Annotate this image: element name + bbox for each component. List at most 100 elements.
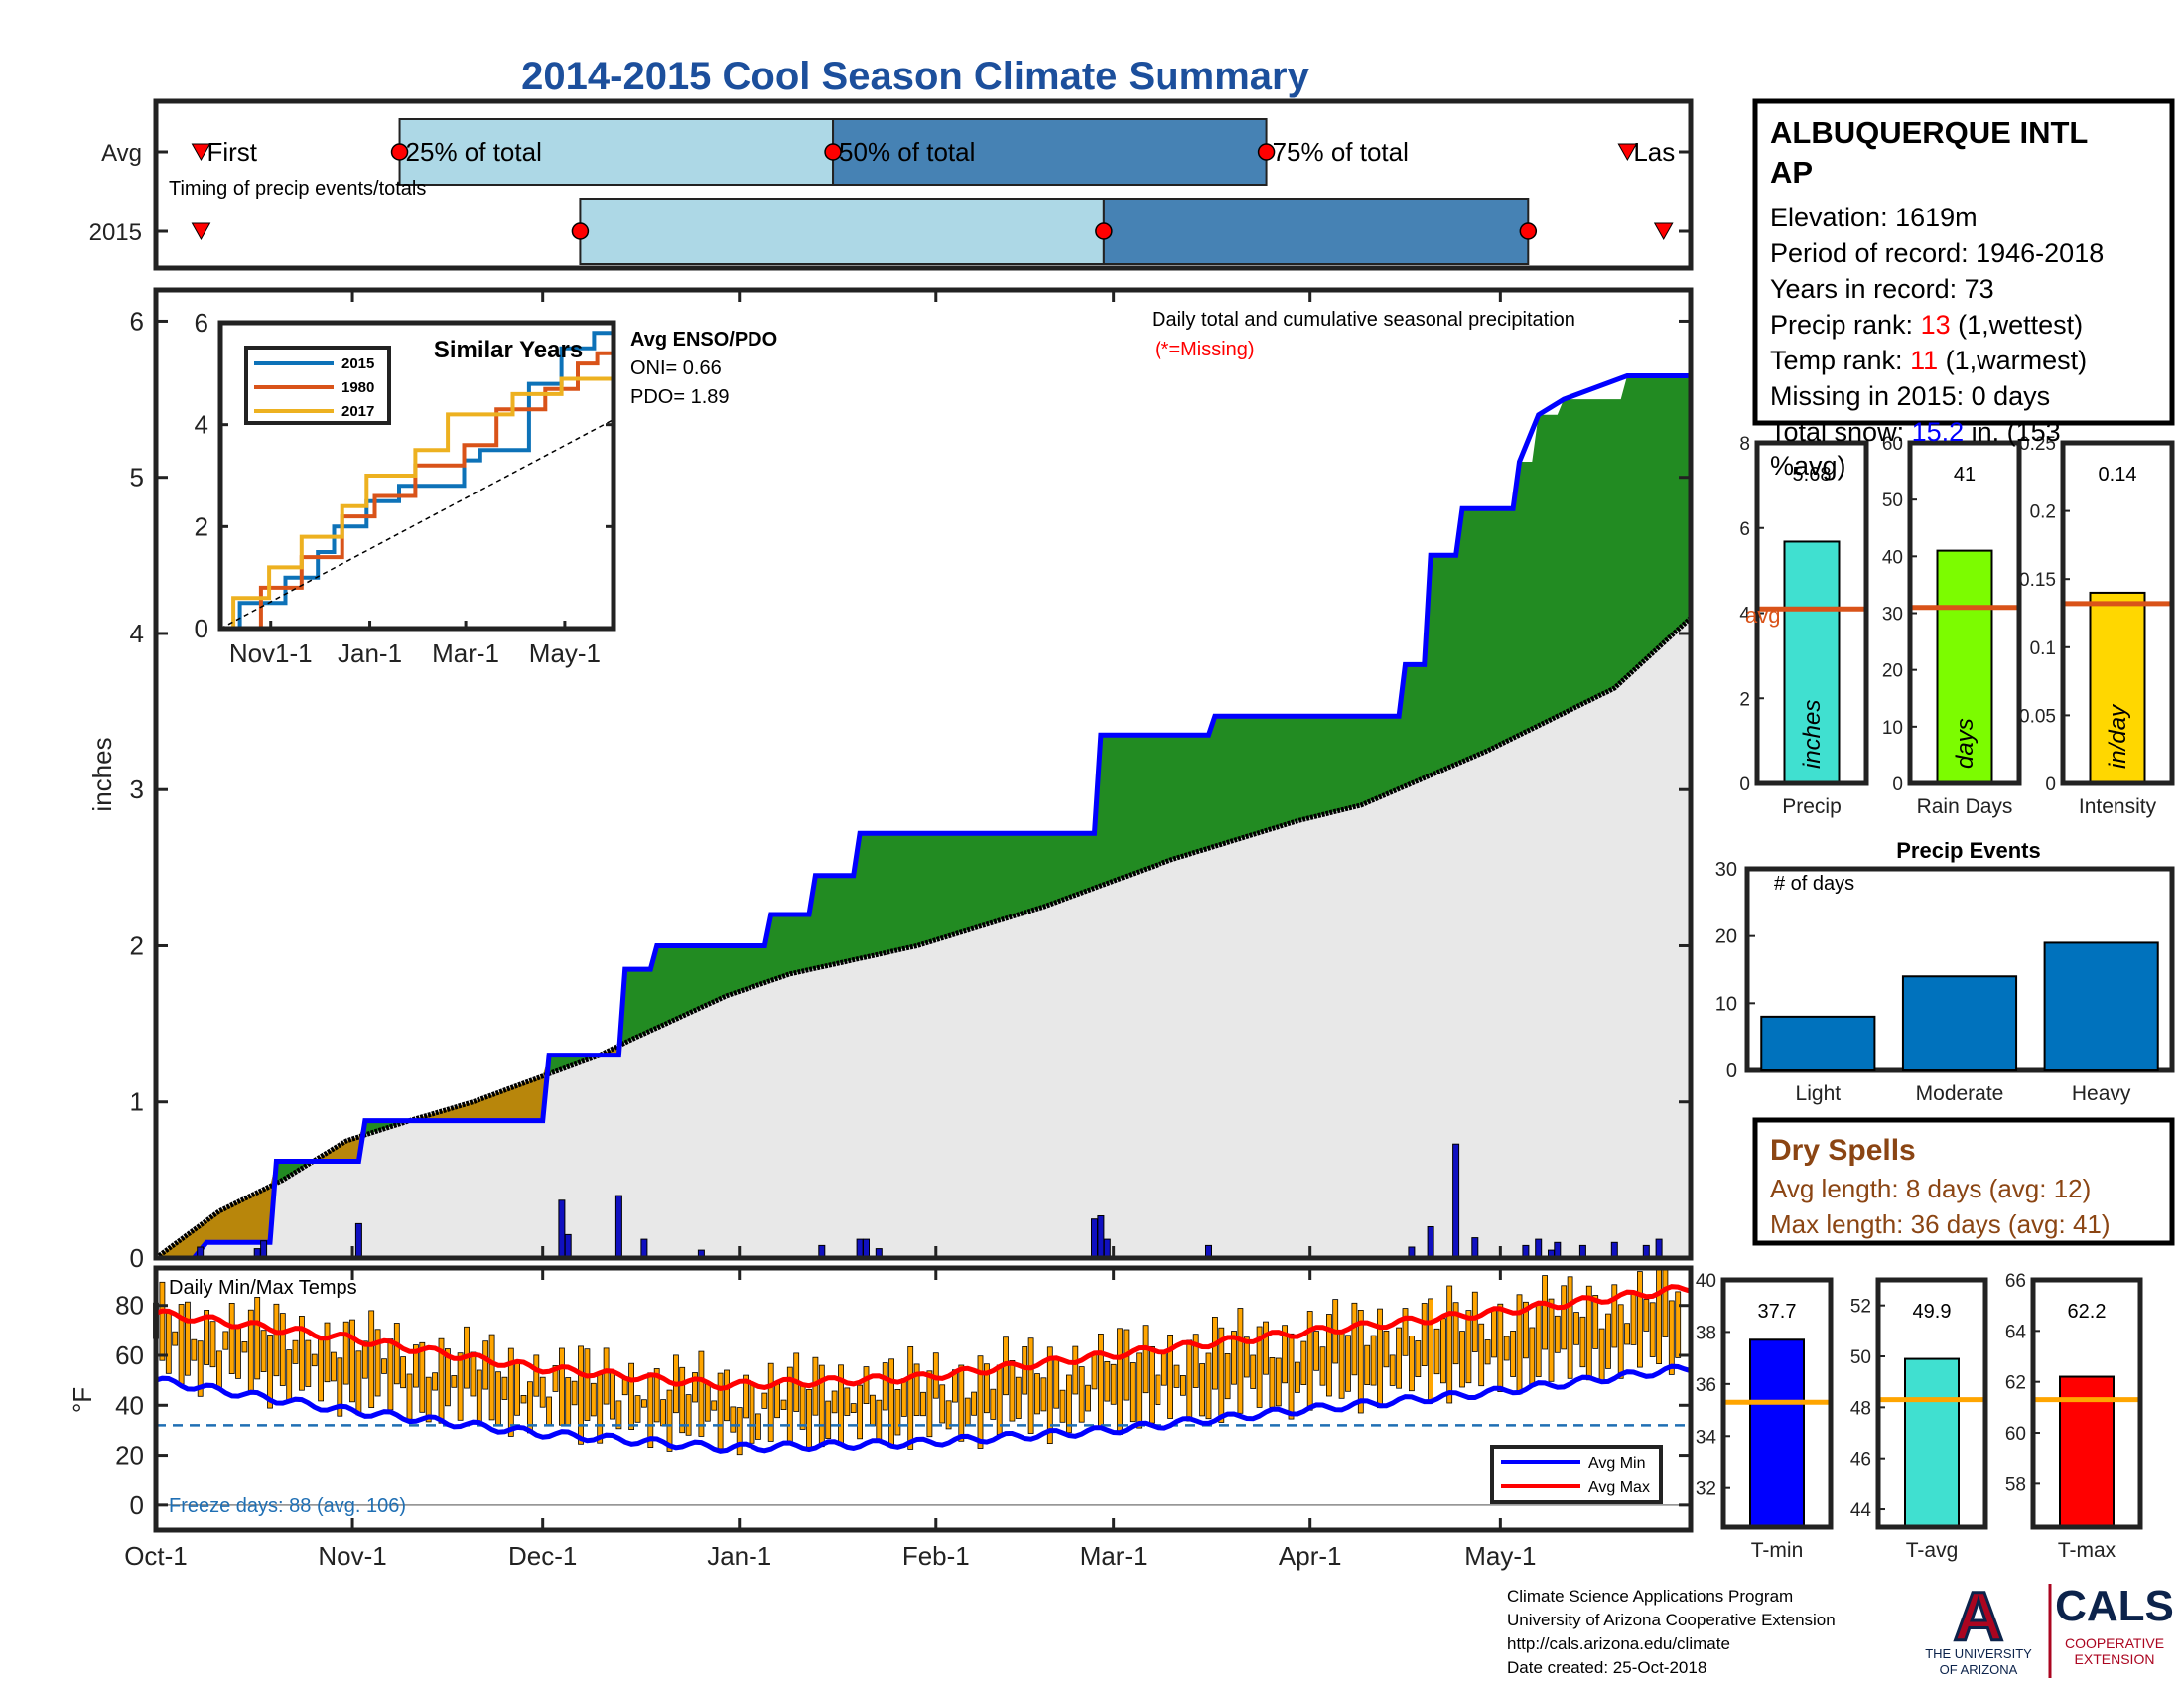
temp-bar-168	[1218, 1327, 1225, 1423]
tempbar-ytick-label-0-0: 32	[1696, 1479, 1716, 1500]
temp-bar-228	[1598, 1328, 1605, 1383]
daily-precip-bar-2	[260, 1240, 268, 1259]
timing-marker-p75-0	[1257, 143, 1276, 161]
footer: Climate Science Applications Program Uni…	[1507, 1577, 2174, 1678]
temp-bar-74	[621, 1378, 628, 1396]
temp-bar-130	[977, 1355, 984, 1449]
temp-bar-149	[1098, 1334, 1104, 1427]
temp-bar-44	[432, 1372, 439, 1391]
temp-bar-234	[1637, 1271, 1643, 1368]
events-ytick-label-3: 30	[1715, 859, 1737, 881]
temp-bar-239	[1668, 1300, 1675, 1375]
temp-bar-5	[184, 1301, 191, 1376]
temp-bar-181	[1300, 1340, 1307, 1385]
totals-ytick-label-1-5: 50	[1882, 491, 1903, 511]
temp-bar-80	[660, 1399, 666, 1427]
daily-precip-bar-13	[1091, 1218, 1098, 1259]
temp-bar-230	[1611, 1284, 1618, 1348]
totals-value-label-0: 5.68	[1793, 464, 1832, 486]
temp-bar-160	[1167, 1335, 1173, 1419]
daily-precip-bar-18	[1427, 1226, 1434, 1259]
temp-bar-17	[260, 1330, 267, 1372]
temp-bar-3	[172, 1331, 179, 1346]
temp-bar-203	[1440, 1318, 1446, 1384]
tempbar-bar-0	[1749, 1338, 1805, 1528]
tempbar-value-label-1: 49.9	[1913, 1301, 1952, 1323]
temp-bar-98	[774, 1383, 780, 1419]
temp-bar-10	[215, 1350, 222, 1389]
temp-bar-150	[1104, 1361, 1111, 1402]
inset-ytick-label-2: 4	[195, 410, 208, 440]
events-category-Moderate: Moderate	[1916, 1082, 2004, 1105]
temp-bar-146	[1078, 1366, 1085, 1423]
temp-bar-172	[1243, 1336, 1250, 1378]
daily-precip-bar-3	[354, 1222, 362, 1259]
temp-bar-185	[1326, 1314, 1332, 1397]
main-ytick-label-3: 3	[130, 774, 144, 804]
totals-panel-2: 0.14 0 0.05 0.1 0.15 0.2 0.25 Intensity in/day	[2019, 434, 2175, 818]
timing-marker-p50-0	[824, 143, 842, 161]
temp-bar-23	[298, 1316, 305, 1391]
temp-bar-216	[1523, 1301, 1529, 1359]
tempbar-category-2: T-max	[2058, 1539, 2116, 1562]
xtick-label-Mar-1: Mar-1	[1080, 1541, 1148, 1571]
tempbar-ytick-label-2-4: 66	[2005, 1271, 2026, 1292]
temp-bar-125	[945, 1400, 952, 1430]
footer-line-2: University of Arizona Cooperative Extens…	[1507, 1611, 1836, 1629]
temp-bar-176	[1269, 1357, 1276, 1408]
tempbar-frame-1	[1875, 1277, 1988, 1530]
inset-plot-area	[219, 331, 614, 631]
totals-ytick-label-1-1: 10	[1882, 718, 1903, 739]
temp-bar-35	[374, 1329, 381, 1397]
footer-line-4: Date created: 25-Oct-2018	[1507, 1658, 1706, 1677]
inset-ytick-label-3: 6	[195, 308, 208, 338]
temp-bar-12	[228, 1303, 235, 1375]
timing-marker-p25-0	[390, 143, 409, 161]
xtick-label-Oct-1: Oct-1	[124, 1541, 188, 1571]
temp-ylabel: °F	[68, 1387, 97, 1413]
info-snow: Total snow: 15.2 in. (153	[1770, 417, 2061, 447]
station-name-line-1: ALBUQUERQUE INTL	[1770, 115, 2088, 150]
main-ytick-label-4: 4	[130, 619, 144, 648]
inset-xtick-label-2: Mar-1	[432, 638, 499, 668]
temp-bar-14	[241, 1341, 248, 1353]
totals-ytick-label-2-0: 0	[2045, 774, 2056, 795]
daily-precip-bar-20	[1471, 1237, 1479, 1259]
totals-ytick-label-2-5: 0.25	[2019, 434, 2056, 455]
ua-a-logo: A	[1954, 1578, 2004, 1655]
xtick-label-Nov-1: Nov-1	[318, 1541, 386, 1571]
inset-ytick-label-0: 0	[195, 614, 208, 643]
timing-box-q1-1	[579, 198, 1105, 265]
temp-bar-219	[1542, 1275, 1548, 1350]
temp-bar-71	[603, 1347, 610, 1405]
seasonal-temperature-bars: 37.7 32 34 36 38 40 T-min 49.9 44 46 48 50 52 T-avg 62…	[1696, 1271, 2143, 1562]
temp-bar-193	[1377, 1308, 1383, 1409]
tempbar-panel-0: 37.7 32 34 36 38 40 T-min	[1696, 1271, 1834, 1562]
temp-bar-238	[1662, 1266, 1669, 1337]
tempbar-panel-2: 62.2 58 60 62 64 66 T-max	[2005, 1271, 2143, 1562]
temp-bar-34	[368, 1310, 375, 1409]
temp-bar-132	[990, 1388, 997, 1420]
temp-bar-167	[1212, 1317, 1218, 1390]
cals-logo: CALS	[2055, 1582, 2174, 1630]
inset-series-1980	[220, 351, 614, 631]
temp-bar-158	[1155, 1374, 1161, 1406]
temp-rank-label: Temp rank:	[1770, 346, 1910, 375]
tempbar-bar-1	[1904, 1357, 1960, 1528]
temp-bar-236	[1649, 1302, 1656, 1357]
totals-ytick-label-0-4: 8	[1739, 434, 1750, 455]
temp-bar-211	[1491, 1309, 1497, 1358]
temp-ytick-label-4: 80	[115, 1291, 144, 1321]
university-logo: A THE UNIVERSITY OF ARIZONA CALS COOPERA…	[1925, 1577, 2174, 1678]
temp-bar-182	[1306, 1311, 1313, 1411]
temp-bar-141	[1046, 1346, 1053, 1445]
temp-bar-26	[318, 1338, 325, 1402]
temp-bar-221	[1554, 1315, 1561, 1353]
temp-bar-68	[584, 1348, 591, 1421]
daily-precip-bar-7	[640, 1238, 648, 1259]
temp-bar-162	[1180, 1375, 1186, 1396]
temp-bar-50	[470, 1351, 477, 1397]
timing-label-3: 75% of total	[1273, 137, 1409, 167]
totals-ytick-label-0-3: 6	[1739, 519, 1750, 540]
timing-caption: Timing of precip events/totals	[169, 178, 426, 200]
